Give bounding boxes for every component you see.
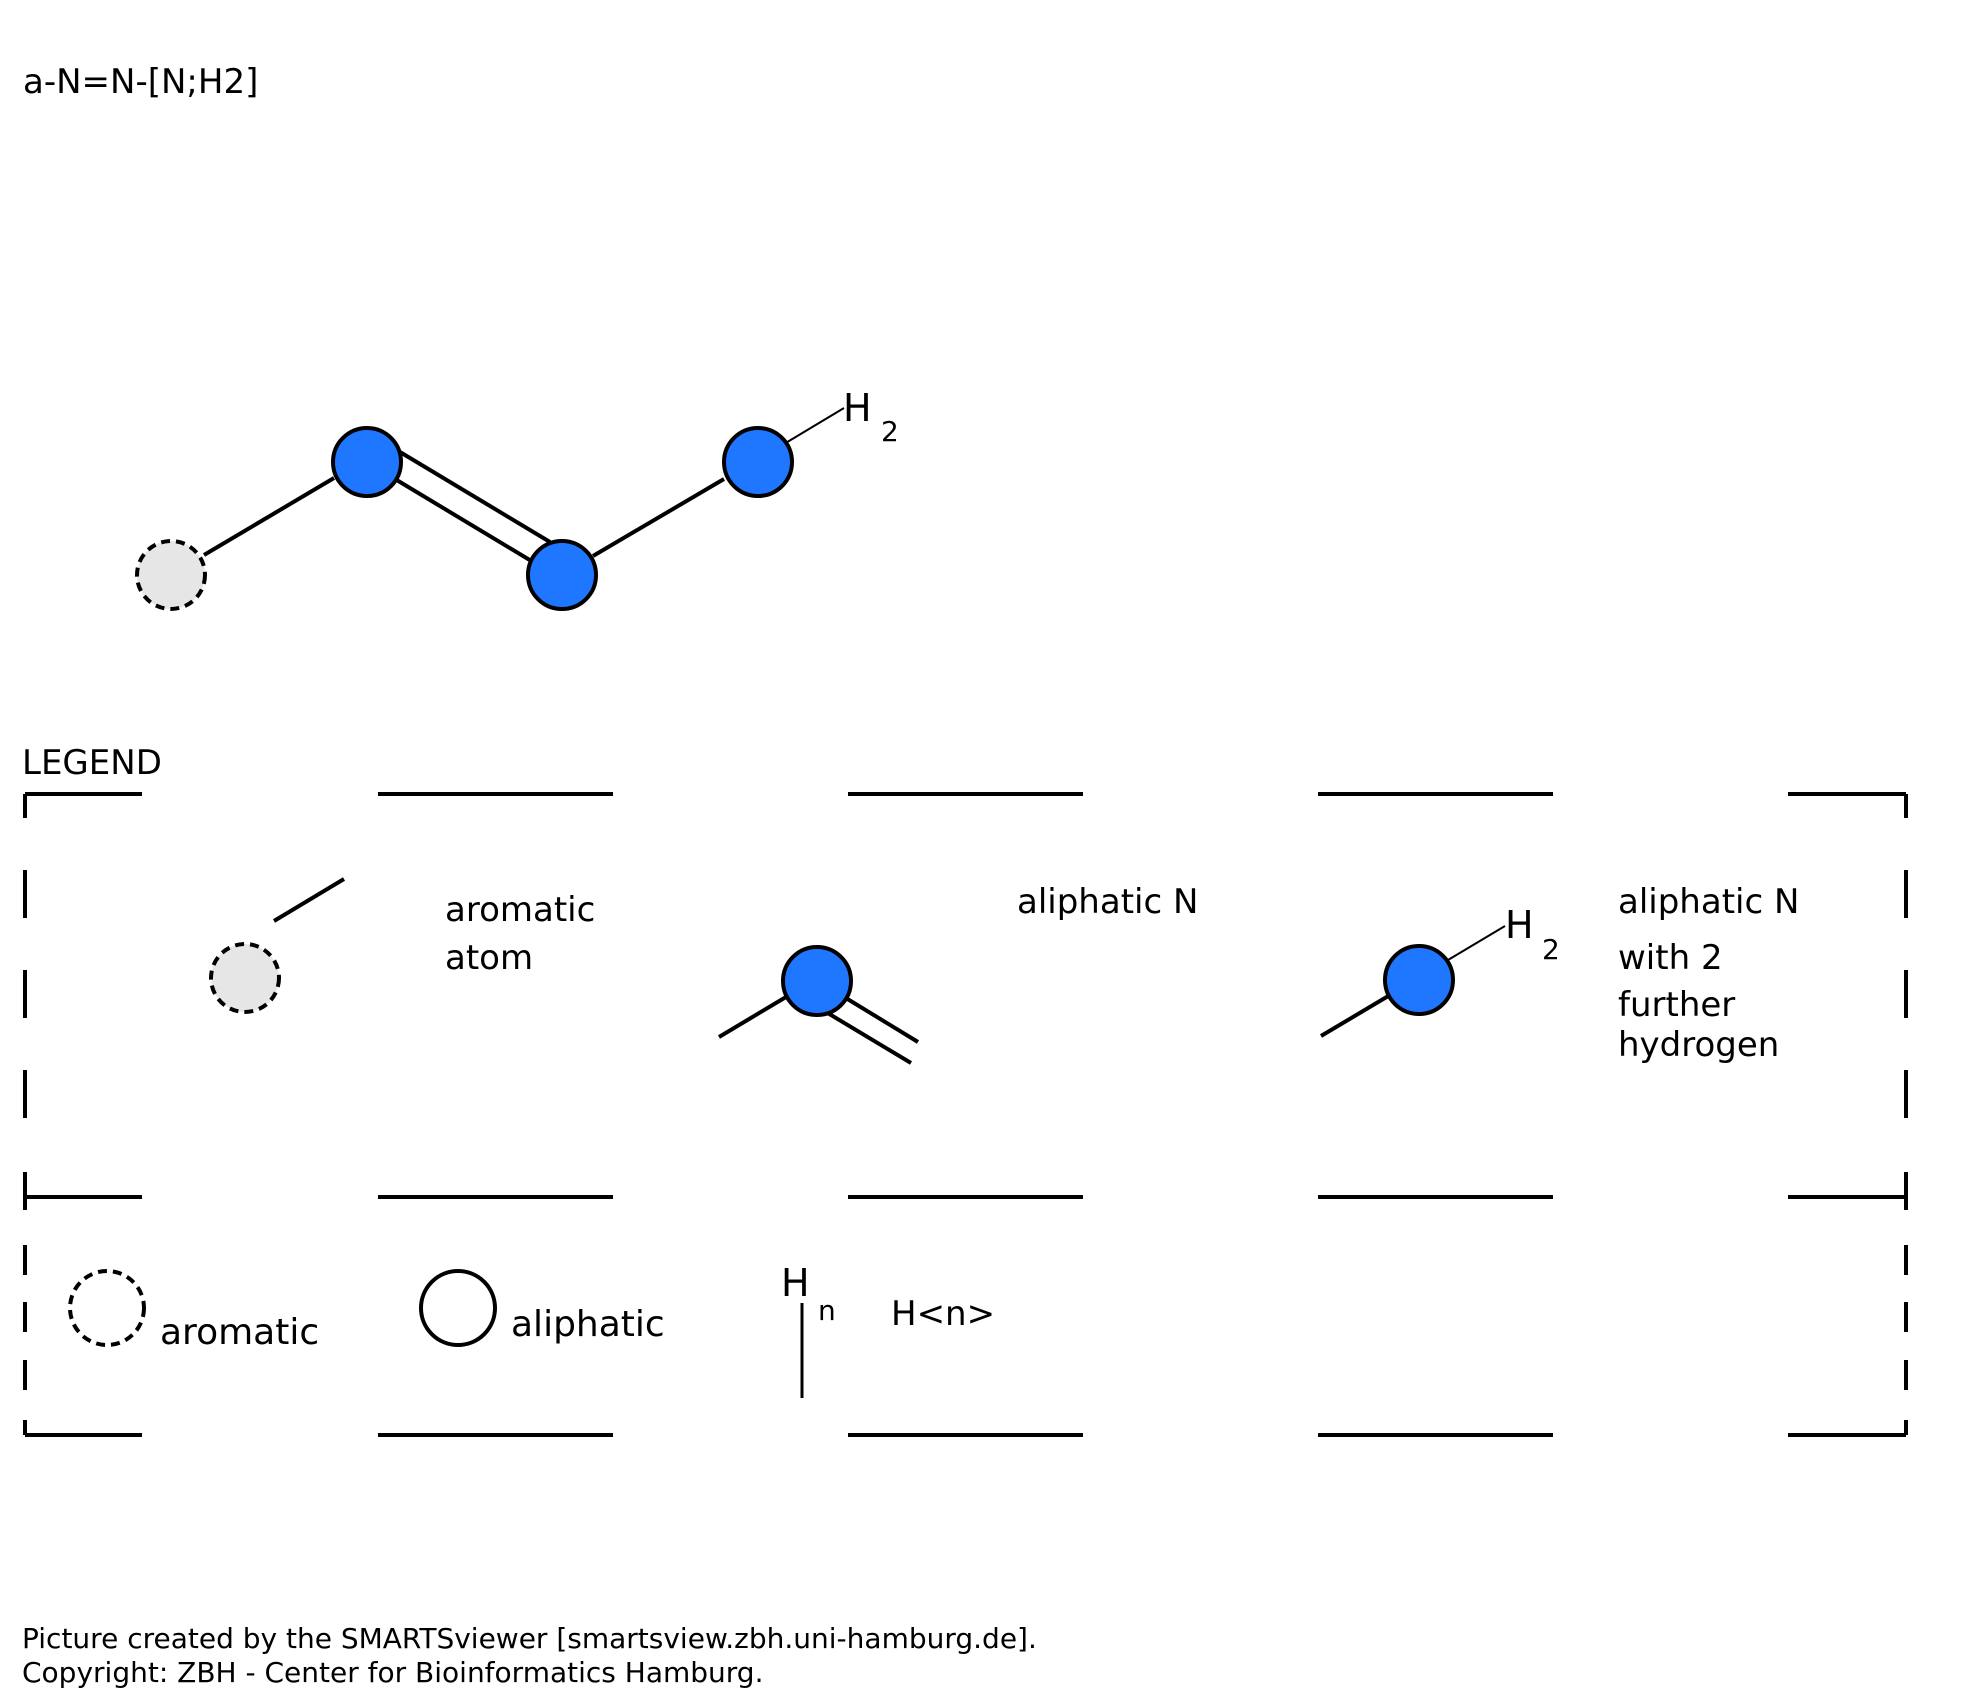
symbol-label: aliphatic — [511, 1304, 665, 1345]
molecule: H 2 — [135, 386, 899, 611]
legend-label-line: atom — [445, 938, 533, 978]
legend-label-line: hydrogen — [1618, 1025, 1779, 1065]
aliphatic-circle-icon — [419, 1269, 497, 1347]
legend-label-line: further — [1618, 985, 1735, 1025]
aliphatic-n-icon — [781, 945, 853, 1017]
bond-double — [383, 450, 552, 567]
legend-entry-aliphatic-n: aliphatic N — [717, 882, 1198, 1065]
legend-symbol-aromatic: aromatic — [68, 1269, 319, 1353]
legend-symbol-hydrogen: H n H<n> — [781, 1261, 995, 1398]
legend-entry-aliphatic-n-h2: H 2 aliphatic N with 2 further hydrogen — [1319, 882, 1799, 1065]
legend-frame — [23, 792, 1908, 1437]
footer-copyright: Copyright: ZBH - Center for Bioinformati… — [22, 1656, 763, 1689]
legend-label-line: with 2 — [1618, 938, 1723, 978]
smarts-title: a-N=N-[N;H2] — [23, 62, 258, 102]
hydrogen-label: H — [1505, 903, 1534, 947]
hydrogen-label: H — [781, 1261, 810, 1305]
hydrogen-bond-line — [783, 407, 845, 445]
aromatic-atom — [135, 539, 207, 611]
symbol-label: H<n> — [891, 1294, 995, 1334]
aromatic-atom-icon — [209, 942, 281, 1014]
legend-symbol-aliphatic: aliphatic — [419, 1269, 665, 1347]
hydrogen-count: 2 — [881, 415, 899, 448]
aliphatic-n-icon — [1383, 944, 1455, 1016]
footer-credit: Picture created by the SMARTSviewer [sma… — [22, 1622, 1037, 1655]
bond-single — [591, 477, 726, 558]
legend-label-line: aromatic — [445, 890, 595, 930]
hydrogen-label: H — [843, 386, 872, 430]
legend-label-line: aliphatic N — [1618, 882, 1799, 922]
symbol-label: aromatic — [160, 1312, 319, 1353]
aliphatic-n-atom — [526, 539, 598, 611]
legend-title: LEGEND — [22, 743, 162, 783]
legend-label-line: aliphatic N — [1017, 882, 1198, 922]
aromatic-circle-icon — [68, 1269, 146, 1347]
legend-entry-aromatic-atom: aromatic atom — [209, 877, 595, 1014]
aliphatic-n-atom — [722, 426, 794, 498]
hydrogen-count: 2 — [1542, 933, 1560, 966]
bond-single — [202, 476, 336, 557]
aliphatic-n-atom — [331, 426, 403, 498]
hydrogen-subscript: n — [818, 1294, 836, 1327]
